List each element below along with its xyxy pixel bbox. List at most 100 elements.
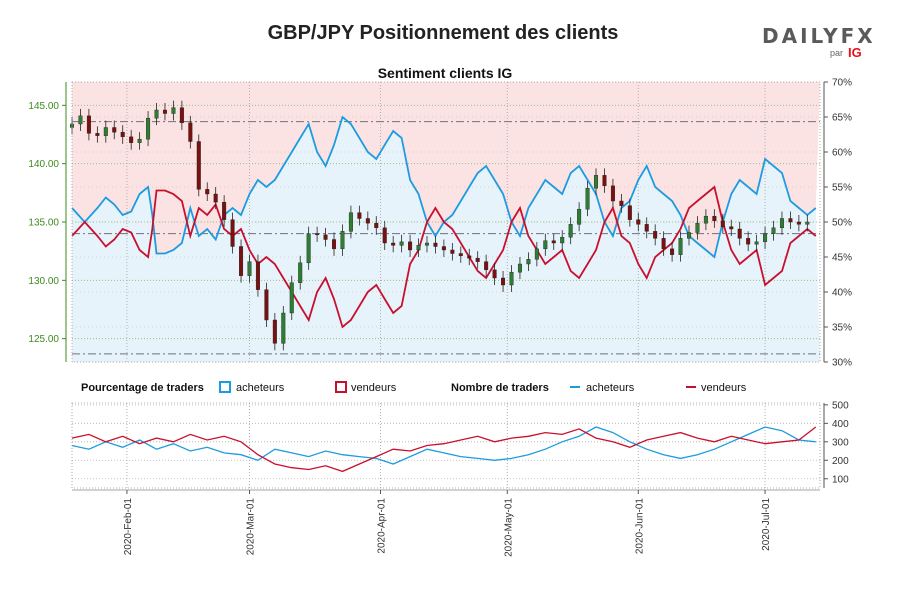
candle-body [568,224,573,238]
pct-y-tick-label: 60% [832,148,852,159]
logo-ig: IG [848,45,862,60]
legend-pct-buyers: acheteurs [236,382,285,394]
candle-body [636,219,641,225]
count-y-tick-label: 200 [832,456,849,467]
legend-pct-buyers-swatch [219,381,231,393]
candle-body [779,218,784,229]
candle-body [788,218,793,223]
pct-y-tick-label: 65% [832,113,852,124]
candle-body [551,240,556,244]
count-y-tick-label: 300 [832,437,849,448]
candle-body [517,263,522,273]
legend-count-heading: Nombre de traders [451,382,549,394]
buyers-area [72,117,820,362]
candle-body [264,289,269,321]
candle-body [577,208,582,225]
candle-body [796,221,801,225]
candle-body [805,221,810,225]
pct-y-tick-label: 35% [832,323,852,334]
x-tick-label: 2020-Jul-01 [761,498,772,551]
candle-body [441,246,446,251]
candle-body [610,185,615,202]
candle-body [670,248,675,255]
candle-body [289,282,294,314]
candle-body [585,187,590,210]
candle-body [627,205,632,220]
candle-body [171,107,176,114]
candle-body [78,115,83,125]
candle-body [120,131,125,138]
candle-body [137,138,142,143]
candle-body [501,277,506,286]
candle-body [408,241,413,251]
pct-y-tick-label: 50% [832,218,852,229]
candle-body [686,232,691,239]
candle-body [374,222,379,229]
price-frame [71,81,821,363]
logo-by: par [830,48,844,58]
x-tick-label: 2020-Apr-01 [376,498,387,554]
candle-body [205,189,210,195]
count-y-tick-label: 500 [832,400,849,411]
candle-body [754,241,759,245]
candle-body [509,271,514,286]
pct-y-tick-label: 55% [832,183,852,194]
price-y-tick-label: 125.00 [28,334,59,345]
candle-body [323,234,328,240]
candle-body [179,107,184,124]
legend: Pourcentage de traders acheteurs vendeur… [81,381,747,394]
chart-title: GBP/JPY Positionnement des clients [267,22,619,44]
price-y-tick-label: 130.00 [28,276,59,287]
candle-body [543,240,548,250]
count-sellers-line [71,426,817,473]
candle-body [315,233,320,236]
count-buyers-line [71,426,816,465]
candle-body [222,201,227,220]
candle-body [416,245,421,251]
logo-brand-left: DAILY [762,24,841,48]
sellers-area [72,82,820,257]
legend-pct-heading: Pourcentage de traders [81,382,204,394]
candle-body [712,215,717,222]
candle-body [196,141,201,190]
candle-body [678,238,683,255]
candle-body [602,175,607,187]
candle-body [103,127,108,136]
candle-body [737,228,742,239]
candle-body [492,269,497,279]
candle-body [112,127,117,133]
x-tick-label: 2020-May-01 [503,498,514,557]
price-y-tick-label: 135.00 [28,218,59,229]
candle-body [272,319,277,344]
candle-body [332,239,337,250]
candle-body [695,222,700,233]
x-tick-label: 2020-Feb-01 [123,498,134,556]
pct-y-tick-label: 30% [832,358,852,369]
dailyfx-logo: DAILYFX par IG [762,24,873,64]
candle-body [771,227,776,234]
count-y-tick-label: 400 [832,419,849,430]
candle-body [365,218,370,224]
price-panel: 125.00 130.00 135.00 140.00 145.00 30% 35% 40% 4… [28,78,852,369]
legend-pct-sellers-swatch [335,381,347,393]
candle-body [703,215,708,224]
logo-brand-right: FX [840,24,876,48]
candle-body [653,231,658,239]
candle-body [720,220,725,227]
candle-body [619,200,624,206]
candle-body [391,242,396,246]
candle-body [458,253,463,257]
x-tick-label: 2020-Jun-01 [634,498,645,555]
candle-body [239,246,244,276]
pct-sellers-line [71,185,817,329]
candle-body [534,248,539,260]
pct-y-tick-label: 45% [832,253,852,264]
candle-body [560,236,565,244]
legend-count-buyers: acheteurs [586,382,635,394]
candle-body [154,109,159,119]
count-frame [71,402,821,489]
candle-body [763,233,768,243]
candle-body [382,227,387,244]
candle-body [255,261,260,290]
price-y-tick-label: 140.00 [28,159,59,170]
